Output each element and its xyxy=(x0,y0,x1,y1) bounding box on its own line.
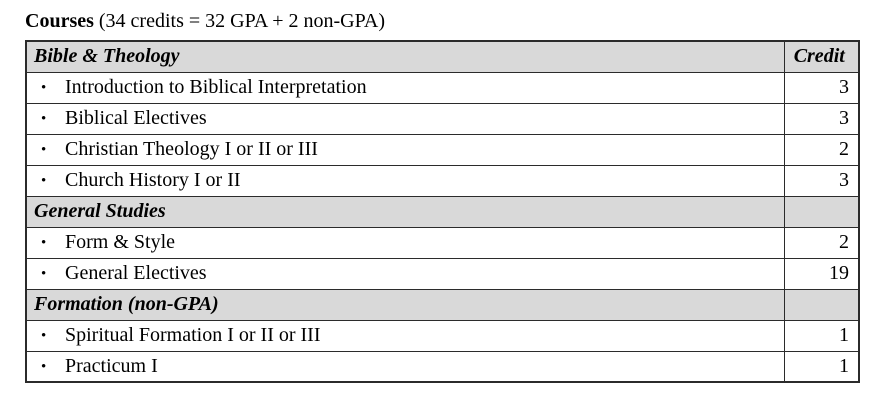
section-row: Formation (non-GPA) xyxy=(25,288,860,321)
courses-table: Bible & Theology Credit • Introduction to… xyxy=(25,40,860,383)
section-header-bible-theology: Bible & Theology xyxy=(25,40,785,73)
credit-value: 3 xyxy=(783,71,860,104)
section-name: Formation (non-GPA) xyxy=(25,288,785,321)
bullet-icon: • xyxy=(41,111,47,127)
course-name: Introduction to Biblical Interpretation xyxy=(65,76,367,98)
bullet-icon: • xyxy=(41,328,47,344)
course-name: Biblical Electives xyxy=(65,107,207,129)
course-name: Spiritual Formation I or II or III xyxy=(65,324,321,346)
page-title: Courses (34 credits = 32 GPA + 2 non-GPA… xyxy=(25,9,858,34)
credit-column-header: Credit xyxy=(783,40,860,73)
title-credits-summary: (34 credits = 32 GPA + 2 non-GPA) xyxy=(93,10,385,32)
bullet-icon: • xyxy=(41,80,47,96)
course-row: • General Electives 19 xyxy=(25,257,860,290)
course-name: Practicum I xyxy=(65,354,158,377)
credit-value: 19 xyxy=(783,257,860,290)
title-courses-label: Courses xyxy=(25,10,94,32)
course-name: Christian Theology I or II or III xyxy=(65,138,318,160)
course-row: • Church History I or II 3 xyxy=(25,164,860,197)
course-row: • Biblical Electives 3 xyxy=(25,102,860,135)
section-row: General Studies xyxy=(25,195,860,228)
course-name: Form & Style xyxy=(65,231,176,253)
credit-value: 1 xyxy=(783,319,860,352)
course-row: • Introduction to Biblical Interpretation… xyxy=(25,71,860,104)
bullet-icon: • xyxy=(41,142,47,158)
credit-value: 1 xyxy=(783,350,860,383)
credit-value: 2 xyxy=(783,226,860,259)
course-cell: • Biblical Electives xyxy=(25,102,785,135)
course-row: • Christian Theology I or II or III 2 xyxy=(25,133,860,166)
credit-value: 3 xyxy=(783,102,860,135)
section-name: General Studies xyxy=(25,195,785,228)
course-cell: • Church History I or II xyxy=(25,164,785,197)
credit-value: 2 xyxy=(783,133,860,166)
course-name: General Electives xyxy=(65,262,207,284)
credit-cell-empty xyxy=(783,288,860,321)
course-cell: • Practicum I xyxy=(25,350,785,383)
course-row: • Practicum I 1 xyxy=(25,350,860,383)
credit-cell-empty xyxy=(783,195,860,228)
bullet-icon: • xyxy=(41,266,47,282)
bullet-icon: • xyxy=(41,173,47,189)
bullet-icon: • xyxy=(41,235,47,251)
table-header-row: Bible & Theology Credit xyxy=(25,40,860,73)
credit-value: 3 xyxy=(783,164,860,197)
course-cell: • General Electives xyxy=(25,257,785,290)
course-cell: • Spiritual Formation I or II or III xyxy=(25,319,785,352)
course-cell: • Introduction to Biblical Interpretation xyxy=(25,71,785,104)
course-name: Church History I or II xyxy=(65,169,241,191)
document: Courses (34 credits = 32 GPA + 2 non-GPA… xyxy=(25,9,860,383)
course-row: • Spiritual Formation I or II or III 1 xyxy=(25,319,860,352)
bullet-icon: • xyxy=(41,358,47,375)
course-row: • Form & Style 2 xyxy=(25,226,860,259)
course-cell: • Christian Theology I or II or III xyxy=(25,133,785,166)
course-cell: • Form & Style xyxy=(25,226,785,259)
